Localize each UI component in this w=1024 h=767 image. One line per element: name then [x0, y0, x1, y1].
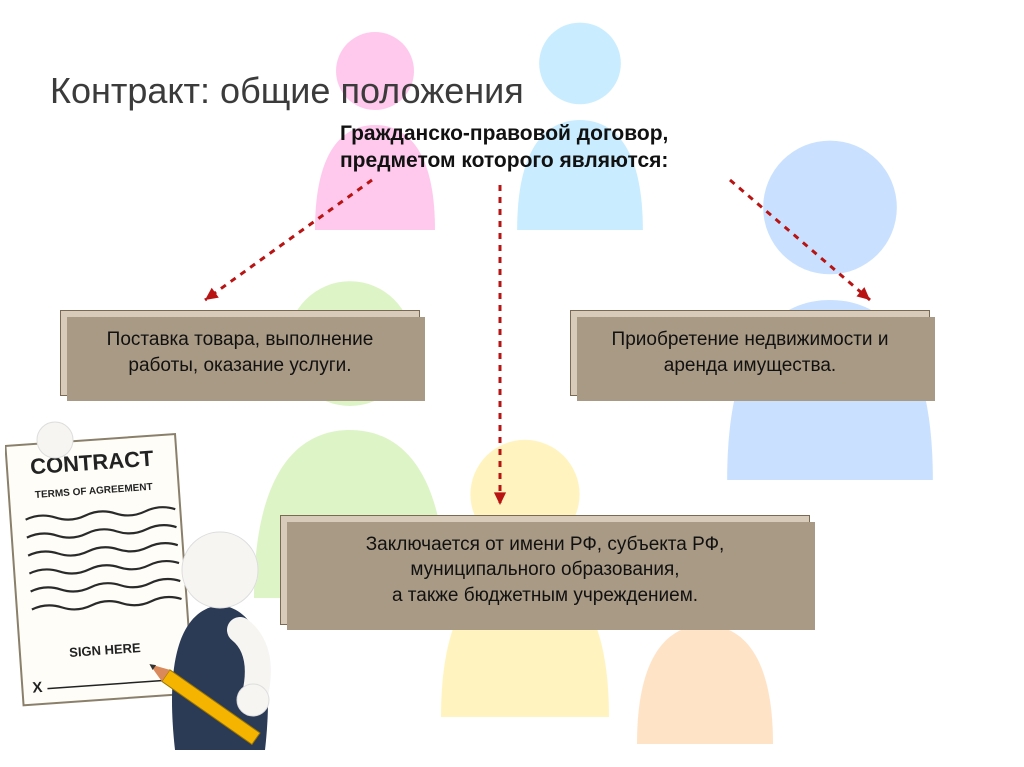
box-supply: Поставка товара, выполнение работы, оказ…: [60, 310, 420, 396]
box-supply-text: Поставка товара, выполнение работы, оказ…: [79, 327, 401, 378]
box-property-text: Приобретение недвижимости и аренда имуще…: [589, 327, 911, 378]
central-header: Гражданско-правовой договор, предметом к…: [340, 120, 760, 175]
arrow-right-icon: [710, 160, 890, 320]
box-property: Приобретение недвижимости и аренда имуще…: [570, 310, 930, 396]
box-concluded-by-text: Заключается от имени РФ, субъекта РФ, му…: [299, 532, 791, 609]
box-concluded-by: Заключается от имени РФ, субъекта РФ, му…: [280, 515, 810, 625]
arrow-down-icon: [480, 165, 520, 525]
central-header-line2: предметом которого являются:: [340, 147, 760, 174]
arrow-left-icon: [185, 160, 392, 320]
svg-text:X: X: [32, 679, 43, 697]
contract-illustration: CONTRACTTERMS OF AGREEMENTSIGN HEREX: [5, 410, 285, 750]
central-header-line1: Гражданско-правовой договор,: [340, 120, 760, 147]
page-title: Контракт: общие положения: [50, 70, 524, 112]
